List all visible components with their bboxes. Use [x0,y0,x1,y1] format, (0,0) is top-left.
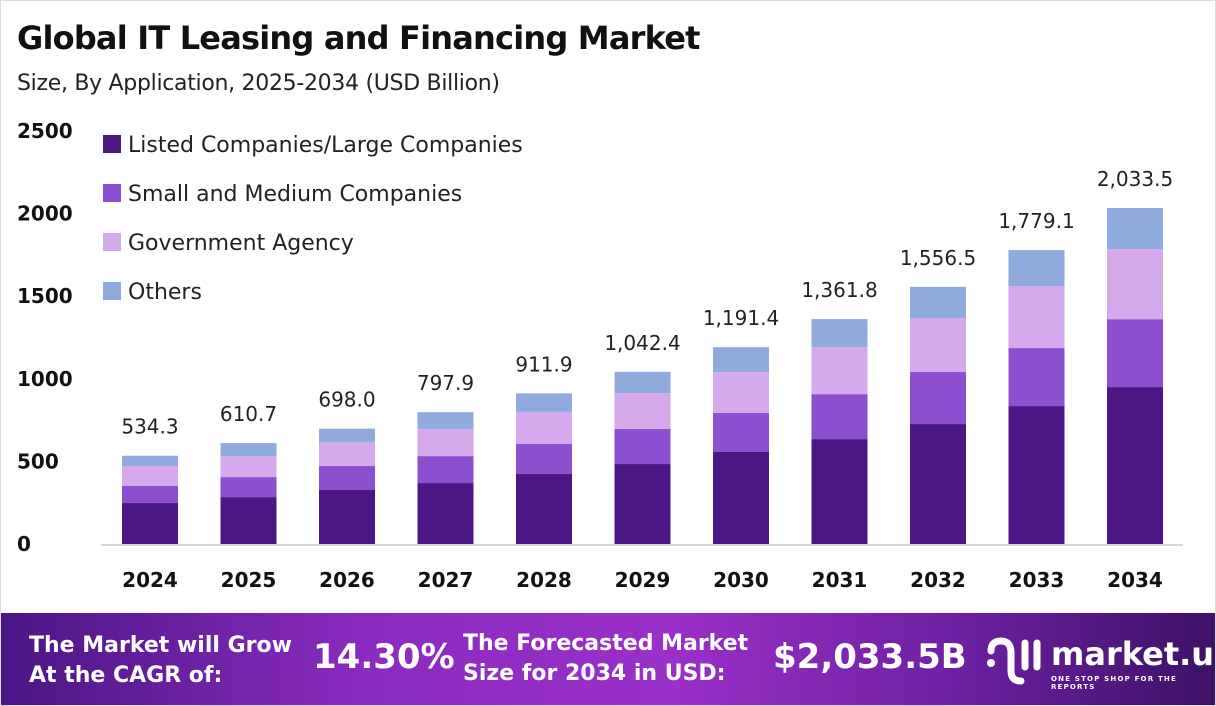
cagr-label-line1: The Market will Grow [29,633,292,658]
total-label: 1,191.4 [703,306,779,330]
legend-swatch [103,233,121,251]
forecast-label-line2: Size for 2034 in USD: [463,661,726,686]
bar-segment-2033-1 [1008,348,1065,407]
x-tick-label: 2032 [910,568,966,592]
y-tick-label: 1500 [17,284,73,308]
bar-segment-2025-0 [220,497,277,544]
cagr-label: The Market will Grow At the CAGR of: [29,631,292,691]
bar-segment-2027-1 [417,456,474,484]
x-tick-label: 2027 [418,568,474,592]
bar-segment-2029-1 [614,429,671,465]
bar-segment-2030-3 [713,347,769,373]
bar-segment-2030-2 [713,372,769,413]
total-label: 1,779.1 [998,209,1074,233]
y-tick-label: 2500 [17,119,73,143]
bar-segment-2030-0 [713,451,769,544]
bar-segment-2033-0 [1008,406,1065,544]
bar-segment-2029-3 [614,371,671,394]
total-label: 911.9 [515,352,572,376]
bar-segment-2024-0 [122,503,178,544]
bar-chart: 0 500 1000 1500 2000 2500 534.3 2024 610.7 2025 69… [17,119,1183,592]
bar-segment-2024-2 [122,466,178,487]
cagr-label-line2: At the CAGR of: [29,663,223,688]
x-tick-label: 2024 [122,568,178,592]
forecast-value: $2,033.5B [773,637,967,677]
bar-segment-2033-3 [1008,250,1065,287]
x-tick-label: 2031 [812,568,868,592]
x-tick-label: 2025 [221,568,277,592]
bar-segment-2028-1 [516,443,572,474]
cagr-value: 14.30% [313,637,455,677]
chart-subtitle: Size, By Application, 2025-2034 (USD Bil… [17,71,500,96]
logo-tagline: ONE STOP SHOP FOR THE REPORTS [1051,675,1177,691]
x-tick-label: 2029 [615,568,671,592]
total-label: 797.9 [417,371,474,395]
forecast-label: The Forecasted Market Size for 2034 in U… [463,629,748,689]
legend-label: Others [128,280,202,305]
bar-segment-2034-1 [1107,319,1163,388]
legend-swatch [103,184,121,202]
x-tick-label: 2026 [319,568,375,592]
bar-segment-2031-2 [811,347,868,395]
bar-segment-2026-3 [319,428,375,443]
bar-segment-2032-0 [910,424,966,544]
legend-label: Government Agency [128,231,354,256]
bar-segment-2028-3 [516,393,572,412]
bar-segment-2024-1 [122,486,178,504]
x-tick-label: 2034 [1107,568,1163,592]
legend-label: Small and Medium Companies [128,182,462,207]
legend-swatch [103,135,121,153]
total-label: 610.7 [220,402,277,426]
legend-swatch [103,282,121,300]
y-tick-label: 500 [17,449,59,473]
x-tick-label: 2033 [1009,568,1065,592]
bar-segment-2034-3 [1107,208,1163,250]
y-tick-label: 1000 [17,367,73,391]
bar-segment-2034-2 [1107,249,1163,320]
total-label: 1,556.5 [900,246,976,270]
bar-segment-2027-0 [417,483,474,544]
bar-segment-2025-1 [220,477,277,498]
bar-segment-2031-1 [811,394,868,440]
legend-label: Listed Companies/Large Companies [128,133,523,158]
total-label: 2,033.5 [1097,167,1173,191]
bar-segment-2030-1 [713,412,769,452]
total-label: 534.3 [121,415,178,439]
total-label: 698.0 [318,388,375,412]
y-tick-label: 2000 [17,202,73,226]
footer-banner: The Market will Grow At the CAGR of: 14.… [1,613,1216,705]
bar-segment-2029-0 [614,464,671,544]
market-us-logo-icon [987,637,1041,685]
bar-segment-2025-2 [220,456,277,478]
bar-segment-2032-3 [910,286,966,319]
bar-segment-2033-2 [1008,286,1065,349]
bar-segment-2027-2 [417,429,474,457]
bar-segment-2034-0 [1107,387,1163,544]
bar-segment-2028-2 [516,411,572,444]
bar-segment-2026-1 [319,466,375,490]
bar-segment-2029-2 [614,393,671,430]
bar-segment-2031-0 [811,439,868,544]
total-label: 1,042.4 [604,331,680,355]
x-tick-label: 2030 [713,568,769,592]
logo-text: market.us [1051,635,1216,673]
bar-segment-2032-1 [910,372,966,425]
bar-segment-2026-2 [319,442,375,467]
bar-segment-2026-0 [319,489,375,544]
y-tick-label: 0 [17,532,31,556]
bar-segment-2031-3 [811,319,868,348]
total-label: 1,361.8 [801,278,877,302]
chart-title: Global IT Leasing and Financing Market [17,19,700,57]
bar-segment-2032-2 [910,318,966,373]
bar-segment-2027-3 [417,412,474,430]
bar-segment-2024-3 [122,455,178,467]
bar-segment-2025-3 [220,443,277,457]
forecast-label-line1: The Forecasted Market [463,631,749,656]
x-tick-label: 2028 [516,568,572,592]
bar-segment-2028-0 [516,473,572,544]
